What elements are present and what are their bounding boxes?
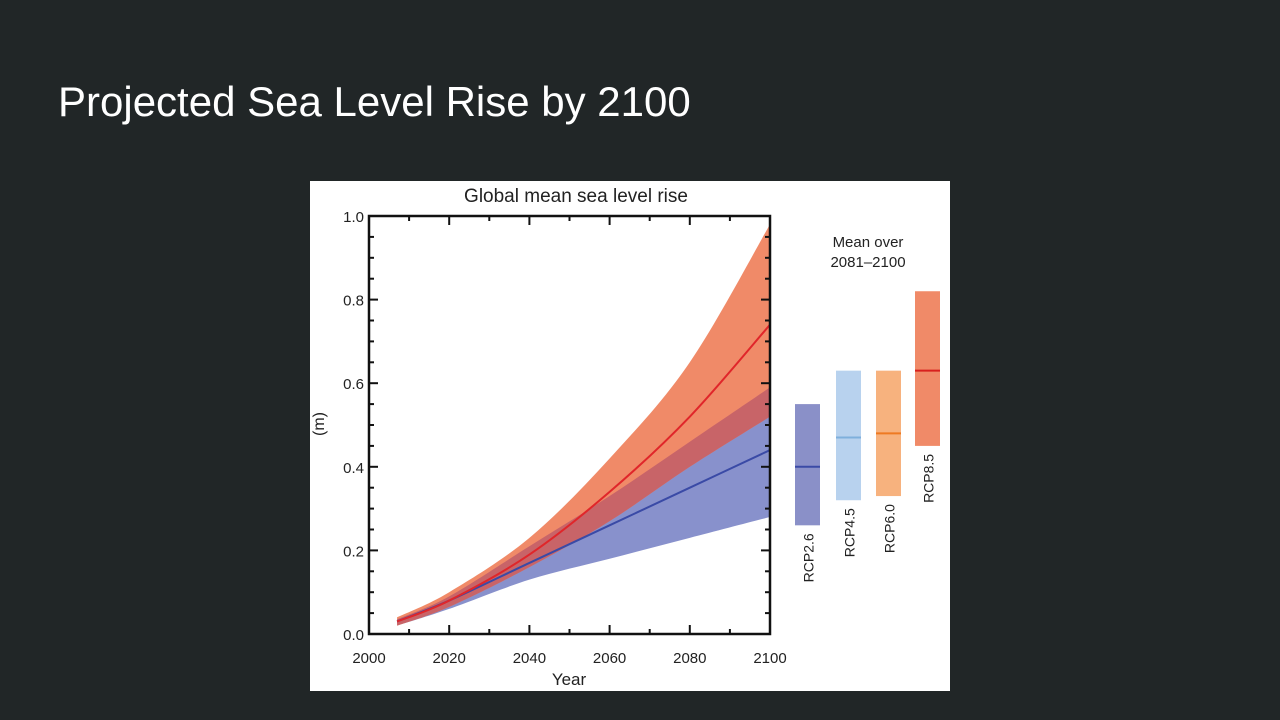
chart-title: Global mean sea level rise	[464, 186, 688, 207]
range-bar-label: RCP6.0	[882, 504, 898, 553]
side-panel-title-line2: 2081–2100	[830, 254, 905, 271]
range-bar-RCP2.6	[795, 404, 820, 526]
range-bar-label: RCP4.5	[842, 508, 858, 557]
x-axis-label: Year	[552, 670, 587, 689]
x-tick-label: 2080	[673, 650, 706, 667]
x-tick-label: 2000	[352, 650, 385, 667]
chart-panel: Global mean sea level rise Year (m) Mean…	[310, 181, 950, 691]
band-rcp26	[397, 387, 770, 626]
side-panel-title-line1: Mean over	[833, 234, 904, 251]
y-axis-label: (m)	[311, 412, 328, 436]
x-tick-label: 2100	[753, 650, 786, 667]
sea-level-chart: Global mean sea level rise Year (m) Mean…	[311, 186, 940, 689]
y-tick-label: 1.0	[343, 209, 364, 226]
range-bar-label: RCP8.5	[921, 454, 937, 503]
x-tick-label: 2020	[433, 650, 466, 667]
y-tick-label: 0.6	[343, 376, 364, 393]
x-tick-label: 2040	[513, 650, 546, 667]
y-tick-label: 0.0	[343, 627, 364, 644]
y-tick-label: 0.8	[343, 293, 364, 310]
range-bar-label: RCP2.6	[801, 533, 817, 582]
y-tick-label: 0.4	[343, 460, 364, 477]
band-rcp85	[397, 224, 770, 626]
range-bar-RCP8.5	[915, 291, 940, 446]
y-tick-label: 0.2	[343, 543, 364, 560]
slide-title: Projected Sea Level Rise by 2100	[58, 78, 691, 125]
x-tick-label: 2060	[593, 650, 626, 667]
range-bar-RCP4.5	[836, 370, 861, 501]
mean-line-rcp85	[396, 324, 771, 623]
